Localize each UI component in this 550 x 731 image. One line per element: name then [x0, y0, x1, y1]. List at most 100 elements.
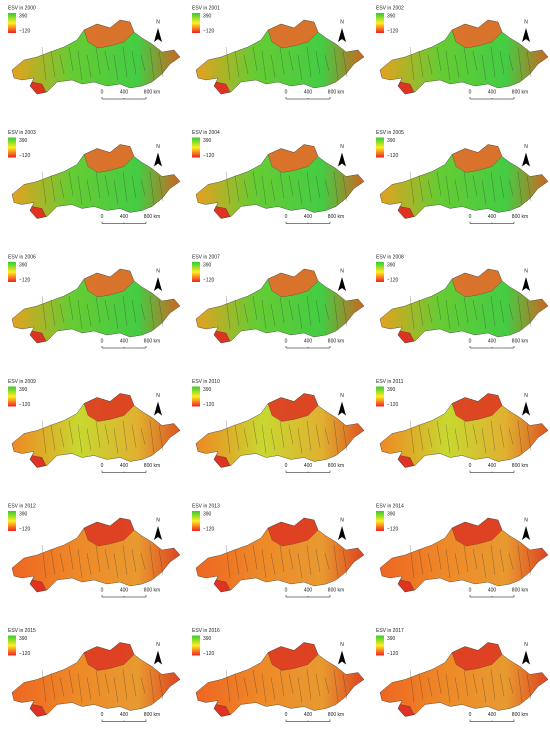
county-boundary — [59, 428, 65, 448]
scale-label: 400 — [304, 712, 313, 718]
county-boundary — [315, 175, 321, 199]
county-boundary — [288, 548, 294, 570]
county-boundary — [499, 673, 505, 697]
county-boundary — [315, 673, 321, 697]
county-boundary — [131, 424, 137, 448]
county-boundary — [270, 677, 276, 700]
county-boundary — [59, 179, 65, 199]
scale-label: 400 — [304, 463, 313, 469]
legend-ramp — [376, 137, 384, 158]
scale-label: 800 km — [512, 463, 528, 469]
county-boundary — [86, 54, 92, 78]
county-boundary — [342, 424, 348, 451]
county-boundary — [261, 548, 267, 579]
county-boundary — [427, 303, 433, 324]
county-boundary — [427, 179, 433, 199]
scale-bar — [285, 595, 331, 598]
county-boundary — [261, 673, 267, 703]
county-boundary — [315, 548, 321, 573]
scale-label: 800 km — [512, 89, 528, 95]
map-title: ESV in 2001 — [192, 5, 220, 11]
county-boundary — [481, 428, 487, 454]
county-boundary — [86, 179, 92, 202]
county-boundary — [50, 673, 56, 700]
north-arrow — [522, 28, 530, 42]
scale-label: 400 — [304, 214, 313, 220]
county-boundary — [122, 669, 128, 700]
county-boundary — [445, 175, 451, 205]
county-boundary — [149, 669, 155, 703]
legend-max: 390 — [19, 138, 28, 144]
county-boundary — [463, 171, 469, 199]
county-boundary — [234, 548, 240, 576]
scale-bar — [101, 97, 147, 100]
county-boundary — [445, 50, 451, 81]
legend-min: −120 — [19, 28, 30, 34]
county-boundary — [234, 175, 240, 202]
north-label: N — [156, 144, 160, 150]
county-boundary — [288, 299, 294, 321]
county-boundary — [68, 295, 74, 321]
scale-label: 400 — [488, 214, 497, 220]
county-boundary — [472, 299, 478, 321]
county-boundary — [472, 175, 478, 196]
county-boundary — [508, 54, 514, 72]
county-boundary — [149, 420, 155, 454]
scale-label: 800 km — [144, 214, 160, 220]
map-title: ESV in 2016 — [192, 628, 220, 634]
county-boundary — [288, 50, 294, 72]
county-boundary — [472, 50, 478, 72]
county-boundary — [41, 669, 47, 703]
county-boundary — [243, 428, 249, 448]
county-boundary — [526, 175, 532, 202]
scale-bar — [285, 470, 331, 473]
county-boundary — [463, 46, 469, 75]
scale-label: 0 — [285, 89, 288, 95]
county-boundary — [234, 50, 240, 78]
scale-label: 0 — [285, 587, 288, 593]
county-boundary — [104, 299, 110, 321]
county-boundary — [113, 552, 119, 579]
county-boundary — [252, 295, 258, 321]
county-boundary — [261, 424, 267, 454]
county-boundary — [113, 179, 119, 205]
county-boundary — [140, 303, 146, 321]
county-boundary — [41, 171, 47, 205]
scale-label: 400 — [488, 712, 497, 718]
county-boundary — [50, 50, 56, 78]
county-boundary — [122, 544, 128, 576]
county-boundary — [86, 677, 92, 700]
county-boundary — [472, 424, 478, 445]
county-boundary — [436, 171, 442, 196]
map-panel: ESV in 2015 390 −120 N 0 400 800 km — [8, 628, 181, 722]
county-boundary — [50, 299, 56, 327]
county-boundary — [234, 424, 240, 451]
county-boundary — [122, 171, 128, 202]
county-boundary — [517, 295, 523, 330]
map-title: ESV in 2014 — [376, 503, 404, 509]
county-boundary — [225, 295, 231, 330]
map-panel: ESV in 2016 390 −120 N 0 400 800 km — [192, 628, 365, 722]
county-boundary — [122, 295, 128, 327]
county-boundary — [508, 677, 514, 694]
north-arrow — [522, 650, 530, 665]
county-boundary — [306, 420, 312, 451]
county-boundary — [490, 544, 496, 576]
scale-bar — [469, 346, 515, 349]
county-boundary — [315, 424, 321, 448]
scale-bar — [285, 719, 331, 722]
scale-label: 400 — [120, 587, 129, 593]
county-boundary — [252, 544, 258, 570]
county-boundary — [288, 175, 294, 196]
county-boundary — [149, 544, 155, 579]
county-boundary — [261, 299, 267, 330]
legend-min: −120 — [387, 402, 398, 408]
legend-ramp — [8, 511, 16, 531]
legend-max: 390 — [387, 262, 396, 268]
county-boundary — [454, 677, 460, 700]
county-boundary — [427, 677, 433, 697]
scale-label: 800 km — [328, 587, 344, 593]
county-boundary — [149, 171, 155, 205]
map-panel: ESV in 2001 390 −120 N 0 400 800 km — [192, 5, 365, 100]
county-boundary — [297, 677, 303, 703]
